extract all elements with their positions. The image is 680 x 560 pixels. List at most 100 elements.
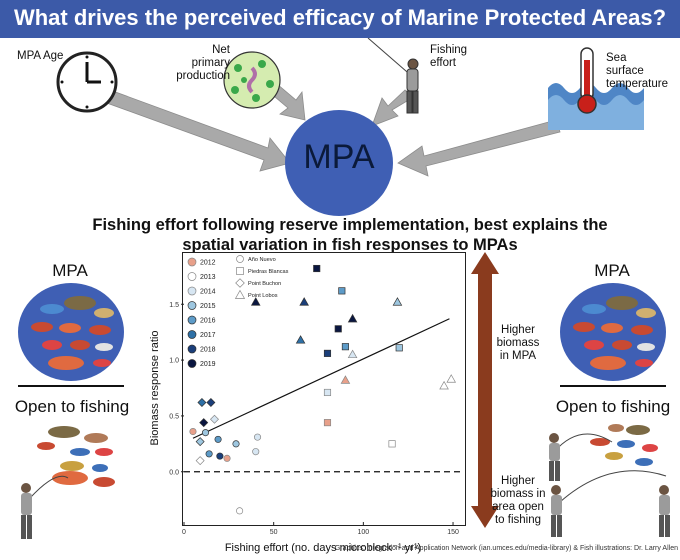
data-point	[341, 343, 349, 351]
thermometer-icon	[548, 47, 644, 130]
data-point	[209, 414, 219, 424]
x-tick-label: 150	[447, 529, 459, 536]
year-legend-label: 2012	[200, 260, 216, 267]
fishing-arrow	[371, 89, 413, 127]
year-legend-label: 2018	[200, 347, 216, 354]
year-legend-label: 2017	[200, 332, 216, 339]
data-point	[338, 287, 346, 295]
left-fishing-scene	[21, 426, 115, 539]
higher-open-label: Higher biomass in area open to fishing	[490, 475, 546, 526]
y-tick-label: 0.5	[169, 413, 179, 420]
data-point	[199, 418, 209, 428]
right-mpa-label: MPA	[594, 261, 630, 280]
biomass-double-arrow	[471, 252, 499, 528]
year-legend-swatch	[187, 344, 197, 354]
age-arrow	[103, 89, 291, 172]
year-legend-swatch	[187, 272, 197, 281]
y-tick-label: 0.0	[169, 469, 179, 476]
data-point	[214, 435, 222, 443]
x-tick-label: 100	[358, 529, 370, 536]
site-legend-label: Piedras Blancas	[248, 269, 289, 275]
driver-age-label: MPA Age	[17, 50, 64, 62]
year-legend-swatch	[187, 315, 197, 325]
page-title: What drives the perceived efficacy of Ma…	[13, 5, 667, 30]
left-open-label: Open to fishing	[14, 397, 130, 416]
site-legend-swatch	[236, 267, 244, 275]
data-point	[223, 454, 231, 462]
year-legend-swatch	[187, 257, 197, 267]
year-legend-swatch	[187, 301, 197, 310]
data-point	[206, 398, 216, 408]
data-point	[205, 450, 213, 458]
year-legend-label: 2014	[200, 289, 216, 296]
site-legend-label: Point Lobos	[248, 293, 278, 299]
data-point	[253, 433, 262, 441]
driver-fishing-label: Fishing effort	[430, 44, 468, 69]
right-open-label: Open to fishing	[555, 397, 671, 416]
data-point	[340, 375, 351, 384]
scatter-plot: 0 50 100 150 0.0 0.5 1.0 1.5 Fishing effort (no.…	[149, 255, 462, 554]
left-mpa-label: MPA	[52, 261, 88, 280]
drivers-illustration	[56, 38, 644, 177]
data-point	[197, 398, 207, 408]
data-point	[236, 507, 244, 515]
mpa-center-label: MPA	[303, 138, 375, 176]
data-point	[392, 297, 403, 306]
year-legend-swatch	[187, 359, 197, 368]
data-point	[299, 297, 309, 306]
data-point	[252, 448, 260, 456]
year-legend-label: 2013	[200, 274, 216, 281]
data-point	[313, 264, 321, 273]
fisher-icon	[367, 38, 419, 114]
mpa-circle	[285, 110, 393, 216]
year-legend-label: 2019	[200, 361, 216, 368]
credit-line: Graphics: Integration and Application Ne…	[334, 545, 678, 552]
x-tick-label: 50	[270, 529, 278, 536]
data-point	[395, 344, 403, 352]
year-legend-label: 2016	[200, 318, 216, 325]
data-point	[323, 349, 332, 357]
left-divider	[18, 385, 124, 387]
trend-line	[192, 318, 450, 439]
site-legend-label: Point Buchon	[248, 281, 281, 287]
higher-mpa-label: Higher biomass in MPA	[496, 324, 540, 362]
sst-arrow	[397, 119, 561, 177]
clock-icon	[56, 51, 118, 113]
driver-npp-label: Net primary production	[176, 44, 230, 82]
site-legend-swatch	[236, 255, 244, 263]
data-point	[446, 374, 457, 383]
data-point	[216, 452, 224, 460]
year-legend-label: 2015	[200, 303, 216, 310]
subtitle: Fishing effort following reserve impleme…	[92, 216, 608, 254]
y-tick-label: 1.5	[169, 302, 179, 309]
data-point	[195, 437, 205, 447]
data-point	[334, 325, 342, 333]
site-legend-swatch	[235, 278, 245, 288]
driver-sst-label: Sea surface temperature	[606, 52, 669, 90]
data-point	[189, 428, 197, 436]
data-point	[323, 388, 332, 397]
title-banner	[0, 0, 680, 38]
data-point	[347, 313, 358, 323]
data-point	[388, 440, 396, 448]
year-legend-swatch	[187, 330, 197, 339]
data-point	[347, 349, 358, 359]
data-point	[201, 429, 210, 437]
data-point	[195, 456, 205, 466]
left-fish-group	[31, 296, 114, 370]
y-axis-label: Biomass response ratio	[149, 331, 161, 446]
right-fish-group	[573, 296, 656, 370]
site-legend-label: Año Nuevo	[248, 257, 276, 263]
data-point	[323, 419, 332, 427]
right-divider	[560, 385, 666, 387]
data-point	[295, 335, 306, 344]
x-axis-label: Fishing effort (no. days microblock⁻¹ yr…	[225, 542, 421, 554]
site-legend-swatch	[234, 289, 246, 299]
data-point	[250, 297, 261, 306]
y-tick-label: 1.0	[169, 358, 179, 365]
data-point	[439, 380, 449, 390]
year-legend-swatch	[187, 286, 197, 296]
x-tick-label: 0	[182, 529, 186, 536]
plankton-icon	[223, 51, 281, 109]
right-fishing-scene	[549, 424, 670, 537]
